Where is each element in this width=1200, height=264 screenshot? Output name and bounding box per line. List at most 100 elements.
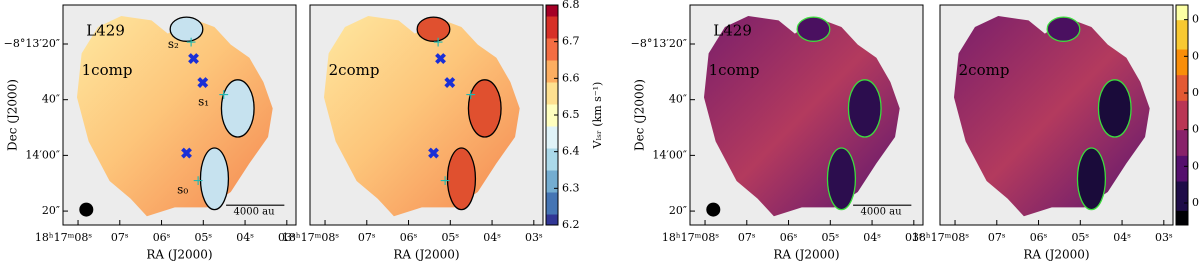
colorbar-step bbox=[546, 129, 558, 134]
colorbar-step bbox=[546, 49, 558, 54]
marker-plus: + bbox=[192, 173, 204, 189]
colorbar-step bbox=[1176, 133, 1188, 138]
colorbar-step bbox=[1176, 49, 1188, 54]
colorbar-step bbox=[546, 173, 558, 178]
x-tick-label: 05ˢ bbox=[441, 231, 459, 244]
colorbar-step bbox=[546, 177, 558, 182]
colorbar-step bbox=[546, 38, 558, 43]
colorbar-step bbox=[1176, 115, 1188, 120]
x-tick-label: 05ˢ bbox=[821, 231, 839, 244]
colorbar-step bbox=[546, 63, 558, 68]
colorbar-step bbox=[1176, 96, 1188, 101]
marker-plus: + bbox=[439, 173, 451, 189]
marker-x: ✖ bbox=[197, 74, 210, 92]
colorbar-tick-label: 6.7 bbox=[562, 35, 580, 48]
x-tick-label: 03ˢ bbox=[278, 231, 296, 244]
colorbar-step bbox=[546, 126, 558, 131]
colorbar-step bbox=[546, 8, 558, 13]
colorbar-step bbox=[1176, 181, 1188, 186]
annotation: L429 bbox=[86, 21, 125, 39]
panel-frame bbox=[62, 4, 297, 226]
colorbar-step bbox=[1176, 170, 1188, 175]
colorbar-step bbox=[1176, 52, 1188, 57]
colorbar-step bbox=[546, 30, 558, 35]
colorbar-step bbox=[546, 74, 558, 79]
colorbar-step bbox=[546, 78, 558, 83]
y-axis-label: Dec (J2000) bbox=[6, 79, 20, 151]
colorbar-label: Vₗₛᵣ (km s⁻¹) bbox=[591, 82, 604, 150]
colorbar-step bbox=[546, 107, 558, 112]
colorbar-step bbox=[1176, 85, 1188, 90]
colorbar-step bbox=[1176, 27, 1188, 32]
colorbar-step bbox=[546, 181, 558, 186]
colorbar-step bbox=[1176, 155, 1188, 160]
marker-x: ✖ bbox=[427, 145, 440, 163]
colorbar-step bbox=[1176, 78, 1188, 83]
colorbar-step bbox=[1176, 203, 1188, 208]
colorbar-step bbox=[1176, 184, 1188, 189]
colorbar-step bbox=[1176, 173, 1188, 178]
colorbar-step bbox=[1176, 71, 1188, 76]
core-contour bbox=[446, 147, 477, 211]
colorbar-step bbox=[546, 12, 558, 17]
x-tick-label: 06ˢ bbox=[153, 231, 171, 244]
annotation: 1comp bbox=[709, 61, 760, 79]
colorbar-step bbox=[546, 148, 558, 153]
core-contour bbox=[220, 79, 255, 138]
colorbar-frame bbox=[1175, 4, 1189, 226]
colorbar-step bbox=[1176, 118, 1188, 123]
marker-x: ✖ bbox=[444, 74, 457, 92]
colorbar-step bbox=[1176, 82, 1188, 87]
colorbar-step bbox=[1176, 67, 1188, 72]
colorbar-step bbox=[546, 192, 558, 197]
x-tick-label: 18ʰ17ᵐ08ˢ bbox=[912, 231, 969, 244]
colorbar-step bbox=[1176, 129, 1188, 134]
colorbar-step bbox=[1176, 41, 1188, 46]
colorbar-step bbox=[1176, 16, 1188, 21]
colorbar-step bbox=[546, 115, 558, 120]
colorbar-step bbox=[1176, 137, 1188, 142]
core-contour bbox=[1076, 147, 1107, 211]
annotation: 2comp bbox=[959, 61, 1010, 79]
colorbar-step bbox=[546, 203, 558, 208]
beam bbox=[706, 202, 721, 217]
y-axis-label: Dec (J2000) bbox=[633, 79, 647, 151]
y-tick-label: 40″ bbox=[669, 93, 687, 106]
colorbar-step bbox=[1176, 217, 1188, 222]
colorbar-step bbox=[1176, 5, 1188, 10]
colorbar-step bbox=[1176, 162, 1188, 167]
colorbar-step bbox=[546, 71, 558, 76]
colorbar-step bbox=[546, 170, 558, 175]
x-tick-label: 06ˢ bbox=[400, 231, 418, 244]
colorbar-step bbox=[546, 41, 558, 46]
colorbar-tick-label: 0.10 bbox=[1192, 159, 1200, 172]
colorbar-step bbox=[1176, 199, 1188, 204]
x-tick-label: 04ˢ bbox=[863, 231, 881, 244]
colorbar-step bbox=[1176, 63, 1188, 68]
colorbar-step bbox=[546, 111, 558, 116]
marker-x: ✖ bbox=[180, 145, 193, 163]
colorbar-step bbox=[546, 155, 558, 160]
colorbar-step bbox=[546, 140, 558, 145]
panel-frame bbox=[939, 4, 1174, 226]
core-contour bbox=[169, 16, 204, 42]
colorbar-step bbox=[1176, 89, 1188, 94]
colorbar-tick-label: 6.3 bbox=[562, 181, 580, 194]
colorbar-step bbox=[546, 159, 558, 164]
colorbar-step bbox=[1176, 45, 1188, 50]
x-tick-label: 03ˢ bbox=[525, 231, 543, 244]
colorbar-step bbox=[546, 151, 558, 156]
colorbar-step bbox=[1176, 214, 1188, 219]
x-axis-label: RA (J2000) bbox=[1023, 248, 1089, 262]
x-tick-label: 06ˢ bbox=[1030, 231, 1048, 244]
x-tick-label: 04ˢ bbox=[236, 231, 254, 244]
colorbar-step bbox=[546, 166, 558, 171]
colorbar-step bbox=[546, 217, 558, 222]
colorbar-step bbox=[1176, 19, 1188, 24]
x-tick-label: 18ʰ17ᵐ08ˢ bbox=[35, 231, 92, 244]
colorbar-step bbox=[546, 96, 558, 101]
colorbar-step bbox=[546, 89, 558, 94]
colorbar-step bbox=[546, 137, 558, 142]
marker-plus: + bbox=[218, 87, 230, 103]
colorbar-step bbox=[1176, 148, 1188, 153]
